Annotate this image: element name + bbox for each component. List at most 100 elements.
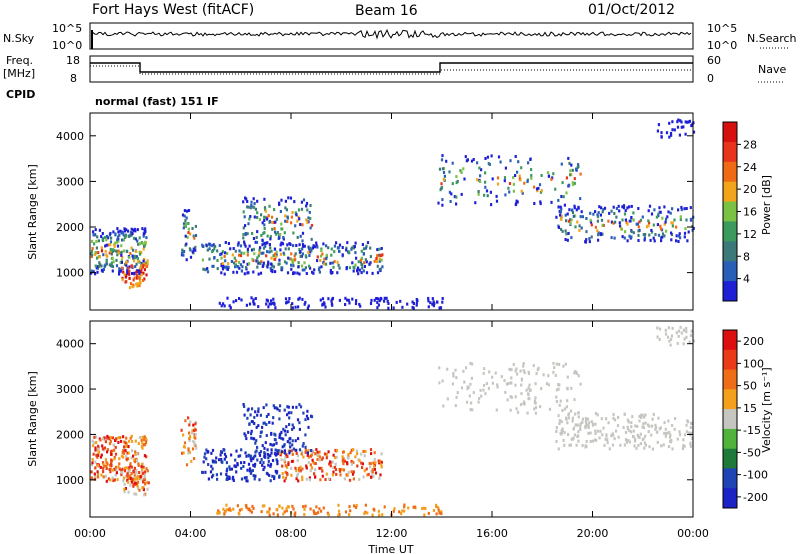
scatter-cell [644, 434, 647, 438]
scatter-cell [126, 479, 129, 483]
scatter-cell [125, 474, 128, 478]
scatter-cell [139, 266, 142, 270]
scatter-cell [514, 369, 517, 373]
scatter-cell [298, 272, 301, 276]
scatter-cell [284, 297, 288, 301]
scatter-cell [690, 124, 693, 128]
scatter-cell [500, 375, 503, 379]
scatter-cell [194, 248, 197, 252]
scatter-cell [298, 427, 301, 431]
scatter-cell [632, 218, 635, 222]
scatter-cell [348, 513, 351, 517]
scatter-cell [225, 503, 228, 507]
scatter-cell [441, 300, 444, 304]
scatter-cell [235, 270, 239, 274]
scatter-cell [305, 201, 309, 205]
scatter-cell [284, 199, 287, 203]
scatter-cell [334, 462, 337, 466]
scatter-cell [99, 455, 102, 459]
scatter-cell [294, 305, 297, 309]
scatter-cell [310, 223, 314, 227]
y-tick-label: 1000 [56, 267, 84, 280]
scatter-cell [330, 247, 333, 251]
scatter-cell [407, 506, 410, 510]
scatter-cell [297, 479, 300, 483]
scatter-cell [366, 473, 369, 477]
scatter-cell [678, 234, 681, 238]
scatter-cell [288, 449, 291, 453]
nsearch-tick-bottom: 10^0 [707, 39, 737, 52]
scatter-cell [114, 452, 118, 456]
scatter-cell [557, 447, 560, 451]
scatter-cell [127, 451, 130, 455]
scatter-cell [121, 451, 124, 455]
scatter-cell [290, 215, 293, 219]
scatter-cell [135, 273, 138, 277]
scatter-cell [122, 451, 126, 455]
scatter-cell [264, 455, 267, 459]
scatter-cell [533, 202, 536, 205]
scatter-cell [283, 449, 286, 453]
scatter-cell [91, 439, 94, 443]
scatter-cell [117, 465, 120, 469]
scatter-cell [570, 236, 573, 240]
scatter-cell [298, 243, 301, 247]
colorbar-swatch [723, 389, 737, 410]
scatter-cell [558, 403, 561, 407]
scatter-cell [259, 450, 263, 454]
scatter-cell [376, 254, 379, 258]
scatter-cell [239, 454, 242, 458]
scatter-cell [575, 370, 578, 374]
scatter-cell [290, 411, 293, 415]
scatter-cell [637, 207, 640, 210]
scatter-cell [585, 230, 588, 234]
scatter-cell [688, 432, 691, 435]
scatter-cell [111, 249, 114, 253]
scatter-cell [102, 253, 105, 257]
scatter-cell [201, 470, 204, 474]
scatter-cell [137, 474, 140, 478]
scatter-cell [130, 449, 134, 453]
scatter-cell [537, 186, 540, 190]
scatter-cell [307, 425, 310, 429]
scatter-cell [299, 223, 302, 226]
freq-unit-label: [MHz] [3, 67, 35, 80]
scatter-cell [132, 482, 135, 486]
scatter-cell [145, 455, 148, 459]
scatter-cell [554, 374, 557, 377]
scatter-cell [288, 423, 291, 426]
scatter-cell [657, 123, 660, 127]
scatter-cell [298, 217, 301, 221]
scatter-cell [133, 276, 136, 280]
scatter-cell [274, 469, 277, 473]
scatter-cell [263, 504, 266, 508]
scatter-cell [651, 447, 654, 451]
scatter-cell [102, 470, 105, 474]
scatter-cell [221, 262, 224, 265]
scatter-cell [310, 415, 314, 419]
scatter-cell [323, 262, 326, 266]
scatter-cell [642, 422, 645, 426]
scatter-cell [282, 475, 285, 479]
scatter-cell [93, 252, 97, 256]
scatter-cell [216, 511, 220, 515]
scatter-cell [215, 456, 218, 460]
scatter-cell [136, 239, 139, 243]
scatter-cell [125, 260, 128, 264]
scatter-cell [291, 306, 294, 310]
scatter-cell [242, 233, 245, 236]
scatter-cell [320, 265, 323, 269]
scatter-cell [327, 513, 330, 517]
scatter-cell [237, 241, 240, 245]
scatter-cell [185, 463, 189, 467]
scatter-cell [505, 382, 508, 386]
scatter-cell [318, 266, 321, 270]
scatter-cell [677, 334, 680, 338]
scatter-cell [633, 444, 636, 448]
scatter-cell [276, 513, 279, 517]
scatter-cell [657, 214, 660, 218]
scatter-cell [412, 306, 415, 310]
scatter-cell [274, 448, 277, 452]
scatter-cell [261, 444, 264, 448]
scatter-cell [282, 236, 285, 239]
